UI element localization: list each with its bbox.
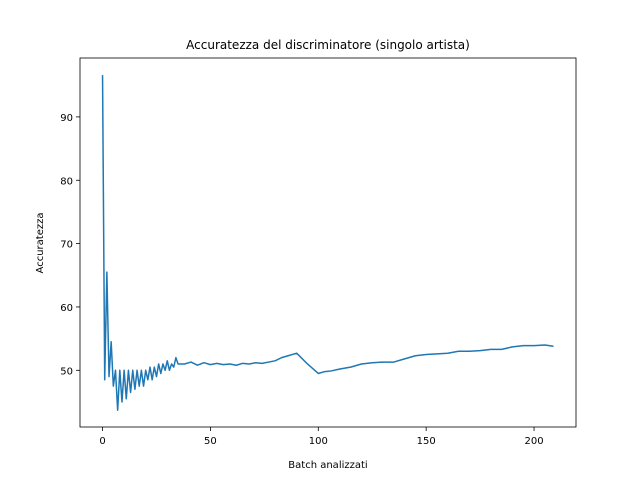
y-tick-label: 80: [60, 176, 73, 187]
y-axis-label: Accuratezza: [35, 213, 46, 274]
x-tick-label: 0: [99, 436, 105, 447]
y-tick-label: 90: [60, 113, 73, 124]
y-tick-label: 50: [60, 366, 73, 377]
x-axis-label: Batch analizzati: [288, 460, 367, 471]
y-tick-label: 60: [60, 303, 73, 314]
x-tick-label: 50: [204, 436, 217, 447]
y-tick-label: 70: [60, 240, 73, 251]
x-tick-label: 150: [417, 436, 436, 447]
x-tick-label: 200: [524, 436, 543, 447]
x-tick-label: 100: [309, 436, 328, 447]
data-line: [101, 75, 554, 411]
chart-title: Accuratezza del discriminatore (singolo …: [186, 38, 470, 52]
plot-frame: [79, 57, 577, 428]
